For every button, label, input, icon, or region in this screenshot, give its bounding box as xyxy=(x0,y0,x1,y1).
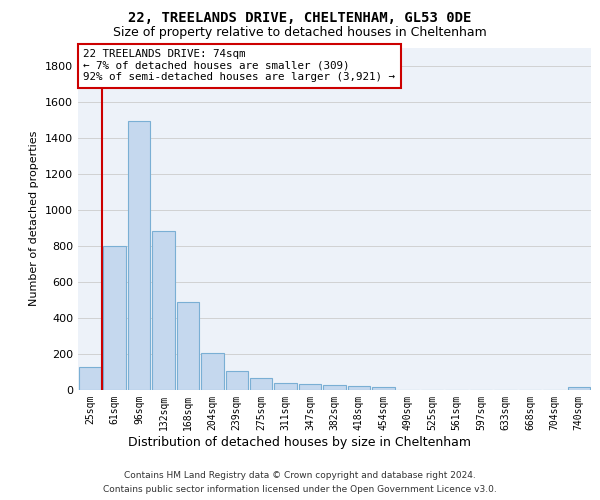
Bar xyxy=(103,246,126,390)
Bar xyxy=(323,384,346,390)
Y-axis label: Number of detached properties: Number of detached properties xyxy=(29,131,40,306)
Bar xyxy=(568,388,590,390)
Bar xyxy=(128,122,151,390)
Text: 22, TREELANDS DRIVE, CHELTENHAM, GL53 0DE: 22, TREELANDS DRIVE, CHELTENHAM, GL53 0D… xyxy=(128,11,472,25)
Bar xyxy=(347,386,370,390)
Bar xyxy=(176,302,199,390)
Bar xyxy=(250,378,272,390)
Text: 22 TREELANDS DRIVE: 74sqm
← 7% of detached houses are smaller (309)
92% of semi-: 22 TREELANDS DRIVE: 74sqm ← 7% of detach… xyxy=(83,49,395,82)
Bar xyxy=(299,384,322,390)
Text: Contains public sector information licensed under the Open Government Licence v3: Contains public sector information licen… xyxy=(103,484,497,494)
Bar xyxy=(226,371,248,390)
Bar xyxy=(372,388,395,390)
Text: Contains HM Land Registry data © Crown copyright and database right 2024.: Contains HM Land Registry data © Crown c… xyxy=(124,472,476,480)
Text: Size of property relative to detached houses in Cheltenham: Size of property relative to detached ho… xyxy=(113,26,487,39)
Bar xyxy=(79,368,101,390)
Bar xyxy=(152,232,175,390)
Text: Distribution of detached houses by size in Cheltenham: Distribution of detached houses by size … xyxy=(128,436,472,449)
Bar xyxy=(274,383,297,390)
Bar xyxy=(201,353,224,390)
